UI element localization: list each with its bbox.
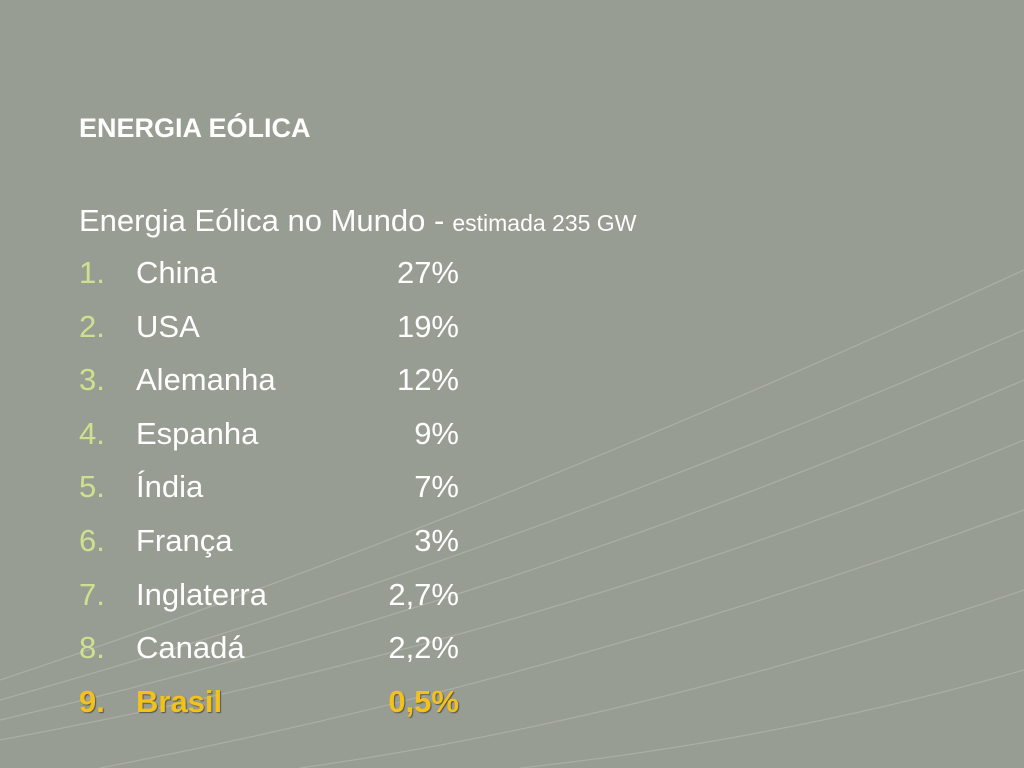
country-name: Alemanha bbox=[136, 362, 276, 398]
item-number: 2. bbox=[79, 308, 105, 344]
country-name: China bbox=[136, 255, 217, 290]
item-number: 8. bbox=[79, 630, 105, 666]
subtitle-main: Energia Eólica no Mundo - bbox=[79, 203, 445, 238]
item-number: 3. bbox=[79, 362, 105, 398]
item-number: 7. bbox=[79, 576, 105, 612]
share-value: 2,2% bbox=[388, 630, 459, 666]
list-item: 8. Canadá 2,2% bbox=[79, 630, 459, 684]
list-item: 4. Espanha 9% bbox=[79, 416, 459, 470]
country-name: Brasil bbox=[136, 683, 223, 719]
share-value: 27% bbox=[396, 255, 459, 290]
country-name: Espanha bbox=[136, 415, 259, 451]
share-value: 9% bbox=[414, 415, 459, 451]
country-name: USA bbox=[136, 308, 200, 344]
share-value: 7% bbox=[414, 469, 459, 505]
item-number: 4. bbox=[79, 415, 105, 451]
list-item: 2. USA 19% bbox=[79, 309, 459, 363]
list-item: 7. Inglaterra 2,7% bbox=[79, 577, 459, 631]
item-number: 9. bbox=[79, 683, 105, 719]
list-item: 1. China 27% bbox=[79, 255, 459, 309]
country-name: França bbox=[136, 522, 233, 558]
country-name: Índia bbox=[136, 469, 204, 505]
share-value: 3% bbox=[414, 522, 459, 558]
subtitle: Energia Eólica no Mundo - estimada 235 GW bbox=[79, 203, 636, 239]
item-number: 1. bbox=[79, 255, 105, 290]
list-item: 6. França 3% bbox=[79, 523, 459, 577]
item-number: 6. bbox=[79, 522, 105, 558]
list-item: 3. Alemanha 12% bbox=[79, 362, 459, 416]
country-name: Canadá bbox=[136, 630, 245, 666]
list-item: 5. Índia 7% bbox=[79, 469, 459, 523]
share-value: 19% bbox=[396, 308, 459, 344]
list-item: 9. Brasil 0,5% bbox=[79, 684, 459, 738]
share-value: 2,7% bbox=[388, 576, 459, 612]
subtitle-note: estimada 235 GW bbox=[452, 210, 637, 236]
item-number: 5. bbox=[79, 469, 105, 505]
title: ENERGIA EÓLICA bbox=[79, 113, 311, 143]
country-name: Inglaterra bbox=[136, 576, 267, 612]
ranking-list: 1. China 27% 2. USA 19% 3. Alemanha 12% 4. Espanha… bbox=[79, 255, 459, 737]
share-value: 12% bbox=[396, 362, 459, 398]
share-value: 0,5% bbox=[388, 683, 459, 719]
